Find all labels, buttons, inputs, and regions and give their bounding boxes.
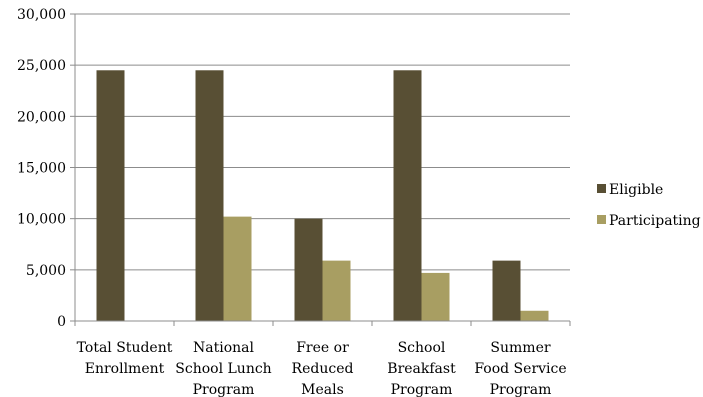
legend-swatch-participating — [597, 215, 606, 224]
y-tick-label: 20,000 — [17, 109, 66, 125]
x-category-label-line: National — [193, 340, 254, 356]
legend-label-eligible: Eligible — [609, 182, 663, 198]
x-category-label: School Breakfast Program — [387, 340, 456, 397]
x-category-label: Total Student Enrollment — [77, 340, 173, 377]
x-category-label-line: Program — [391, 382, 453, 397]
bar-participating — [322, 260, 351, 321]
x-category-label: Free or Reduced Meals — [292, 340, 354, 397]
legend-label-participating: Participating — [609, 213, 701, 229]
y-tick-label: 0 — [57, 314, 66, 330]
x-category-label-line: Free or — [296, 340, 349, 356]
bar-eligible — [492, 260, 521, 321]
x-category-label-line: Enrollment — [85, 361, 165, 377]
bars — [96, 70, 549, 322]
x-category-label-line: School — [398, 340, 446, 356]
bar-participating — [421, 272, 450, 321]
y-axis-tick-labels: 0 5,000 10,000 15,000 20,000 25,000 30,000 — [17, 7, 66, 330]
y-tick-label: 25,000 — [17, 58, 66, 74]
bar-participating — [520, 310, 549, 321]
y-tick-label: 30,000 — [17, 7, 66, 23]
x-category-label-line: Reduced — [292, 361, 354, 377]
bar-eligible — [393, 70, 422, 322]
y-tick-label: 5,000 — [26, 263, 66, 279]
x-category-label-line: School Lunch — [175, 361, 271, 377]
legend: Eligible Participating — [597, 182, 701, 229]
x-category-label-line: Total Student — [77, 340, 173, 356]
x-category-label-line: Program — [490, 382, 552, 397]
y-tick-label: 10,000 — [17, 212, 66, 228]
bar-participating — [223, 216, 252, 321]
axes — [70, 13, 571, 326]
x-category-label-line: Breakfast — [387, 361, 456, 377]
grid-lines — [75, 13, 570, 271]
bar-eligible — [96, 70, 125, 322]
x-axis-category-labels: Total Student Enrollment National School Lu… — [77, 340, 567, 397]
y-tick-label: 15,000 — [17, 161, 66, 177]
x-category-label-line: Summer — [490, 340, 550, 356]
legend-swatch-eligible — [597, 184, 606, 193]
x-category-label: Summer Food Service Program — [474, 340, 566, 397]
x-category-label-line: Program — [193, 382, 255, 397]
x-category-label-line: Food Service — [474, 361, 566, 377]
x-category-label: National School Lunch Program — [175, 340, 271, 397]
bar-eligible — [195, 70, 224, 322]
bar-eligible — [294, 218, 323, 321]
x-category-label-line: Meals — [301, 382, 344, 397]
